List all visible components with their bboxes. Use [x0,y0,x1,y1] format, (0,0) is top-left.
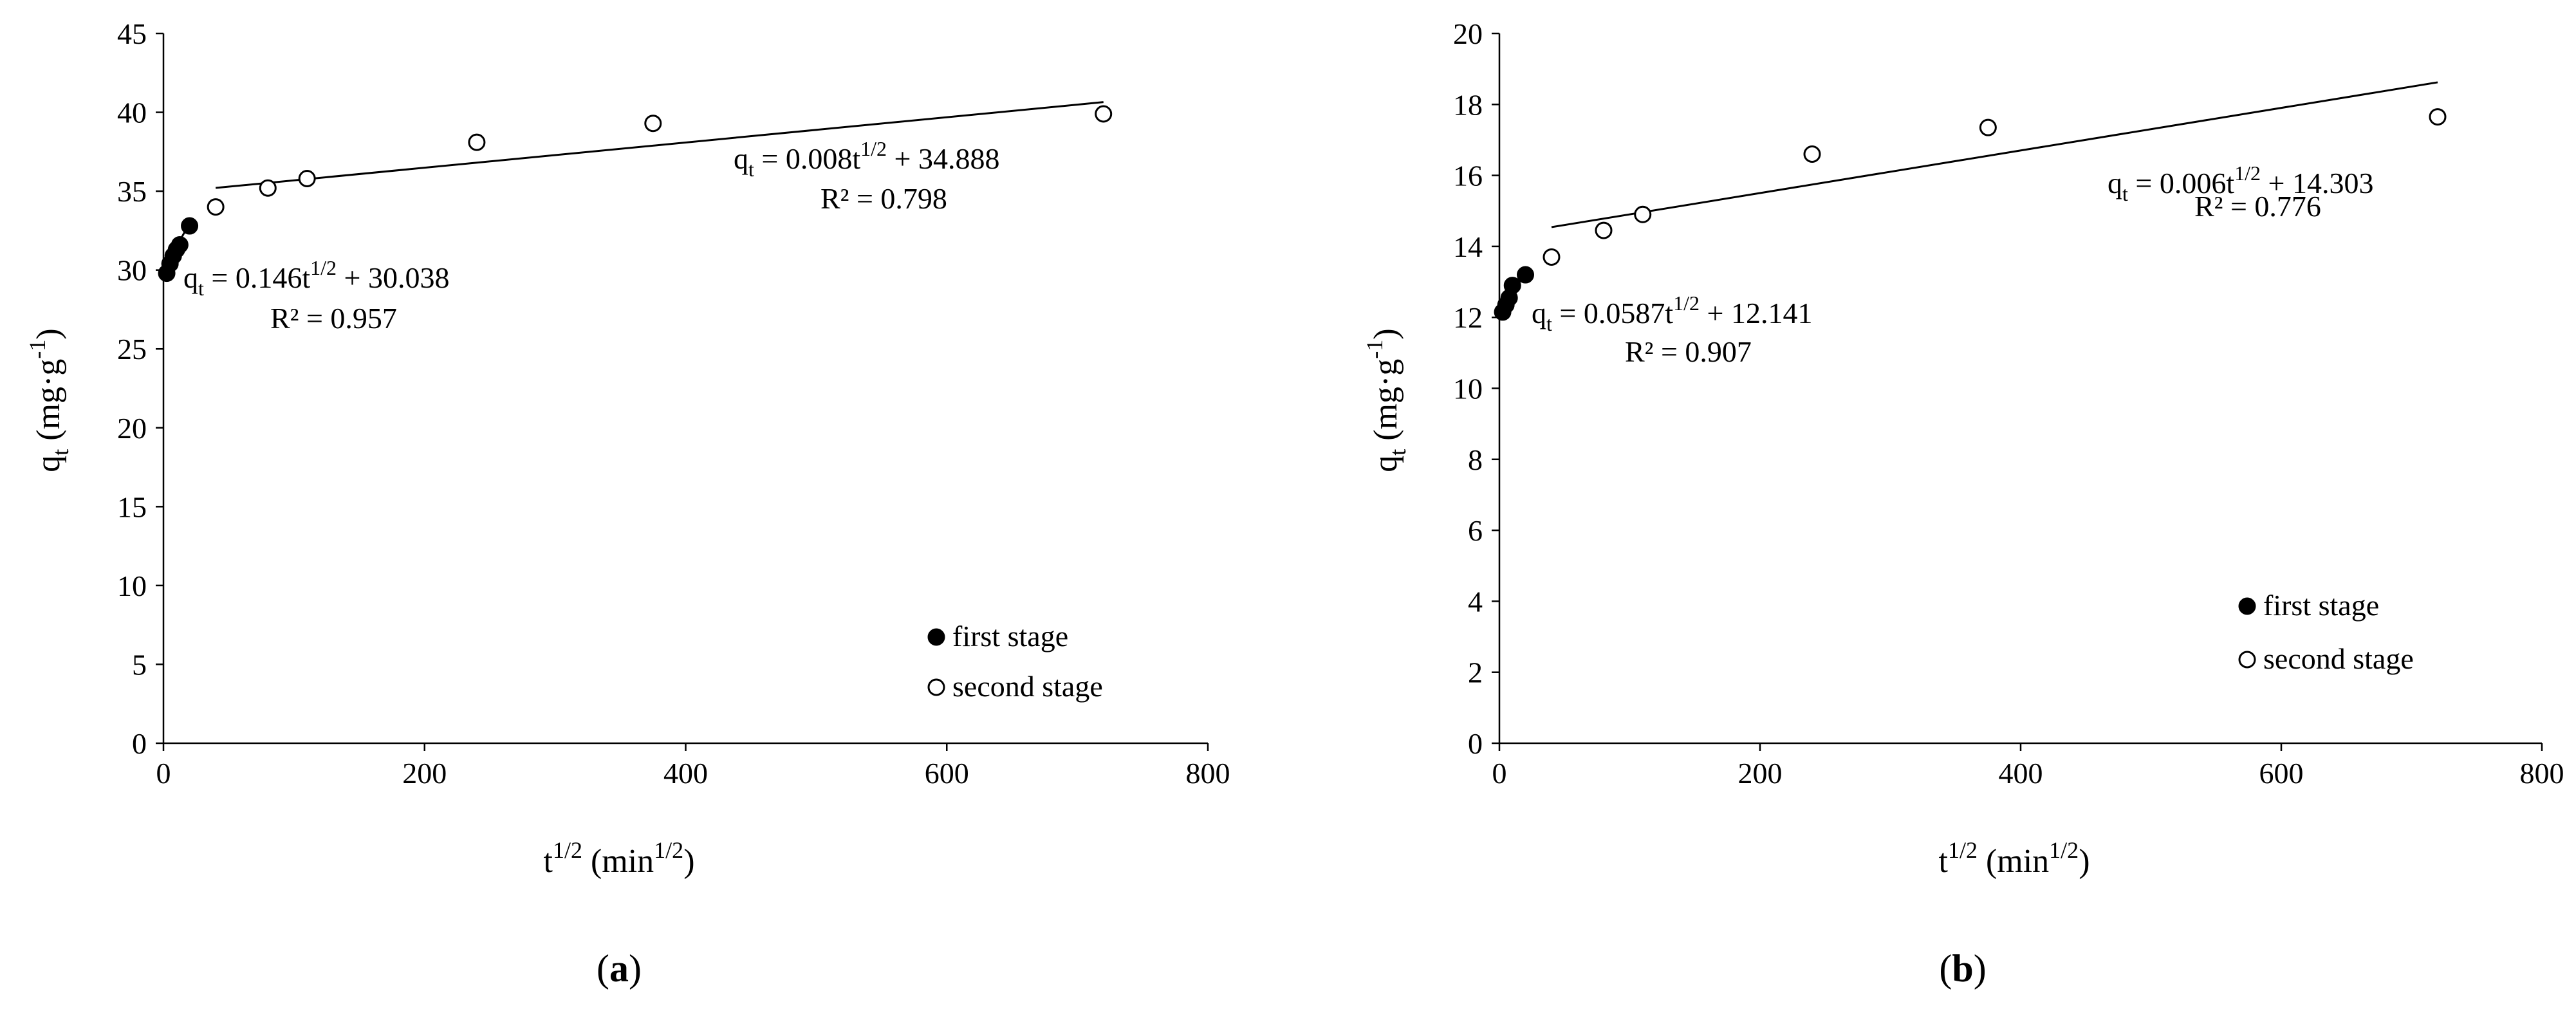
data-point-first-stage-b [1503,277,1521,295]
data-point-first-stage-b [1517,266,1534,284]
fit-equation-first-stage-b: qt = 0.0587t1/2 + 12.141 [1532,292,1812,335]
y-tick-label-b: 4 [1468,585,1483,618]
fit-r2-second-stage-b: R² = 0.776 [2194,190,2321,223]
y-tick-label-b: 18 [1453,88,1483,121]
y-tick-label-b: 12 [1453,301,1483,334]
data-point-second-stage-a [298,170,316,188]
y-tick-label-b: 0 [1468,727,1483,760]
y-tick-label-b: 2 [1468,656,1483,689]
data-point-second-stage-b [1803,145,1821,163]
y-tick-label-b: 14 [1453,230,1483,263]
fit-r2-first-stage-a: R² = 0.957 [270,302,397,335]
y-tick-label-a: 30 [117,254,147,287]
data-point-first-stage-a [171,236,189,254]
legend-a: first stage second stage [927,620,1103,703]
data-point-second-stage-b [1979,118,1997,136]
x-tick-label-a: 600 [925,757,969,790]
data-point-second-stage-a [468,133,486,151]
fit-equation-first-stage-a: qt = 0.146t1/2 + 30.038 [183,256,449,300]
fit-equation-second-stage-b: qt = 0.006t1/2 + 14.303 [2108,162,2373,205]
y-tick-label-a: 45 [117,17,147,50]
fit-line-second-stage-a [216,101,1104,189]
data-point-first-stage-a [181,217,199,235]
x-tick-label-b: 800 [2520,757,2564,790]
y-tick-label-a: 0 [132,727,147,760]
y-tick-label-b: 16 [1453,160,1483,192]
legend-label-first-stage-a: first stage [952,620,1068,653]
y-tick-label-a: 40 [117,97,147,129]
panel-label-a: (a) [597,947,642,990]
x-tick-label-a: 0 [156,757,171,790]
legend-marker-first-stage-a [927,628,945,646]
legend-marker-second-stage-a [927,678,945,696]
data-point-second-stage-a [259,179,277,197]
data-point-second-stage-a [207,198,225,216]
data-point-second-stage-a [1095,105,1113,123]
legend-label-second-stage-b: second stage [2263,642,2414,675]
x-tick-label-b: 200 [1738,757,1783,790]
y-tick-label-a: 5 [132,648,147,681]
y-tick-label-b: 6 [1468,514,1483,547]
y-tick-label-a: 20 [117,412,147,445]
x-tick-label-a: 400 [663,757,708,790]
data-point-second-stage-b [1543,248,1561,266]
x-axis-title-a: t1/2 (min1/2) [543,837,694,880]
y-axis-title-b: qt (mg·g-1) [1362,328,1411,472]
data-point-second-stage-b [1595,221,1613,239]
fit-r2-second-stage-a: R² = 0.798 [820,182,947,215]
panel-label-b: (b) [1939,947,1986,990]
y-tick-label-b: 10 [1453,373,1483,405]
chart-panel-a: 0 5 10 15 20 25 30 35 40 45 0 200 400 600 800 qt = 0.1… [24,17,1230,990]
x-tick-label-b: 600 [2259,757,2304,790]
x-tick-label-b: 0 [1492,757,1507,790]
y-tick-label-a: 35 [117,175,147,208]
data-point-second-stage-a [644,115,662,133]
y-tick-label-b: 8 [1468,443,1483,476]
legend-marker-first-stage-b [2238,597,2256,615]
y-tick-label-b: 20 [1453,17,1483,50]
legend-label-first-stage-b: first stage [2263,589,2379,622]
y-axis-title-a: qt (mg·g-1) [24,328,73,472]
fit-equation-second-stage-a: qt = 0.008t1/2 + 34.888 [734,137,999,181]
x-axis-title-b: t1/2 (min1/2) [1938,837,2090,880]
y-tick-label-a: 15 [117,490,147,523]
legend-label-second-stage-a: second stage [952,670,1103,703]
x-tick-label-a: 200 [402,757,447,790]
fit-line-second-stage-b [1551,81,2438,228]
x-tick-label-a: 800 [1186,757,1230,790]
y-tick-label-a: 10 [117,569,147,602]
legend-b: first stage second stage [2238,589,2414,675]
y-tick-label-a: 25 [117,333,147,366]
fit-r2-first-stage-b: R² = 0.907 [1625,335,1752,368]
x-tick-label-b: 400 [1999,757,2043,790]
data-point-second-stage-b [1634,205,1652,223]
legend-marker-second-stage-b [2238,651,2256,669]
data-point-second-stage-b [2429,108,2447,126]
plot-area-a: 0 5 10 15 20 25 30 35 40 45 0 200 400 600 800 [117,17,1230,790]
